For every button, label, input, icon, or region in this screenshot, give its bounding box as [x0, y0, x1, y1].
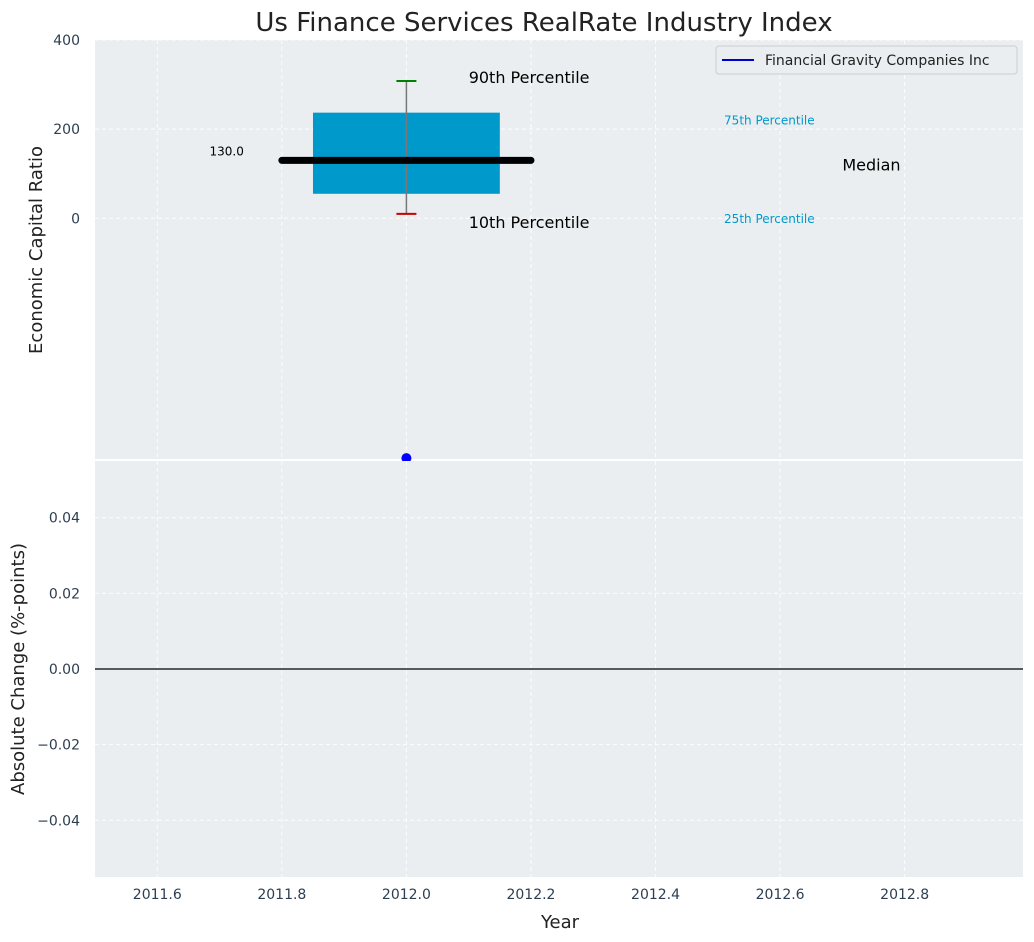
- x-axis-label: Year: [540, 912, 580, 933]
- p75-annotation: 75th Percentile: [724, 114, 815, 128]
- top-y-tick-label: 0: [71, 211, 80, 227]
- top-grid: [95, 39, 1023, 459]
- bottom-y-tick-label: 0.00: [49, 662, 80, 678]
- x-tick-label: 2012.2: [506, 887, 555, 903]
- legend-box: [715, 45, 1018, 75]
- company-point: [401, 453, 412, 464]
- bottom-y-tick-label: 0.02: [49, 586, 80, 602]
- bottom-y-axis-label: Absolute Change (%-points): [8, 543, 29, 795]
- bottom-y-tick-label: 0.04: [49, 511, 80, 527]
- top-y-ticks: 0 200 400: [53, 33, 80, 227]
- bottom-y-tick-label: −0.04: [37, 813, 80, 829]
- bottom-grid: [95, 461, 1023, 877]
- x-tick-label: 2011.6: [133, 887, 182, 903]
- p90-annotation: 90th Percentile: [469, 68, 590, 87]
- x-tick-label: 2012.8: [880, 887, 929, 903]
- legend-entry-label: Financial Gravity Companies Inc: [765, 53, 990, 69]
- chart-title: Us Finance Services RealRate Industry In…: [255, 8, 832, 38]
- x-tick-label: 2011.8: [257, 887, 306, 903]
- bottom-y-tick-label: −0.02: [37, 738, 80, 754]
- top-plot-area: [95, 40, 1023, 459]
- legend: Financial Gravity Companies Inc: [715, 45, 1018, 75]
- x-tick-label: 2012.6: [756, 887, 805, 903]
- median-value-label: 130.0: [209, 144, 243, 158]
- box-annotations: 90th Percentile 10th Percentile 75th Perce…: [469, 68, 901, 232]
- bottom-y-ticks: 0.04 0.02 0.00 −0.02 −0.04: [37, 511, 80, 830]
- bottom-panel: 0.04 0.02 0.00 −0.02 −0.04 2011.6 2011.8 2012.…: [8, 461, 1023, 933]
- top-panel: 0 200 400 130.0 90th Percentile 10th Percen…: [26, 33, 1023, 464]
- box-plot: 130.0: [209, 80, 535, 464]
- x-tick-label: 2012.4: [631, 887, 680, 903]
- p25-annotation: 25th Percentile: [724, 212, 815, 226]
- top-y-tick-label: 200: [53, 122, 80, 138]
- x-tick-label: 2012.0: [382, 887, 431, 903]
- median-annotation: Median: [842, 155, 900, 174]
- p10-annotation: 10th Percentile: [469, 213, 590, 232]
- top-y-axis-label: Economic Capital Ratio: [26, 146, 47, 354]
- top-y-tick-label: 400: [53, 33, 80, 49]
- bottom-x-ticks: 2011.6 2011.8 2012.0 2012.2 2012.4 2012.6 2012…: [133, 887, 929, 903]
